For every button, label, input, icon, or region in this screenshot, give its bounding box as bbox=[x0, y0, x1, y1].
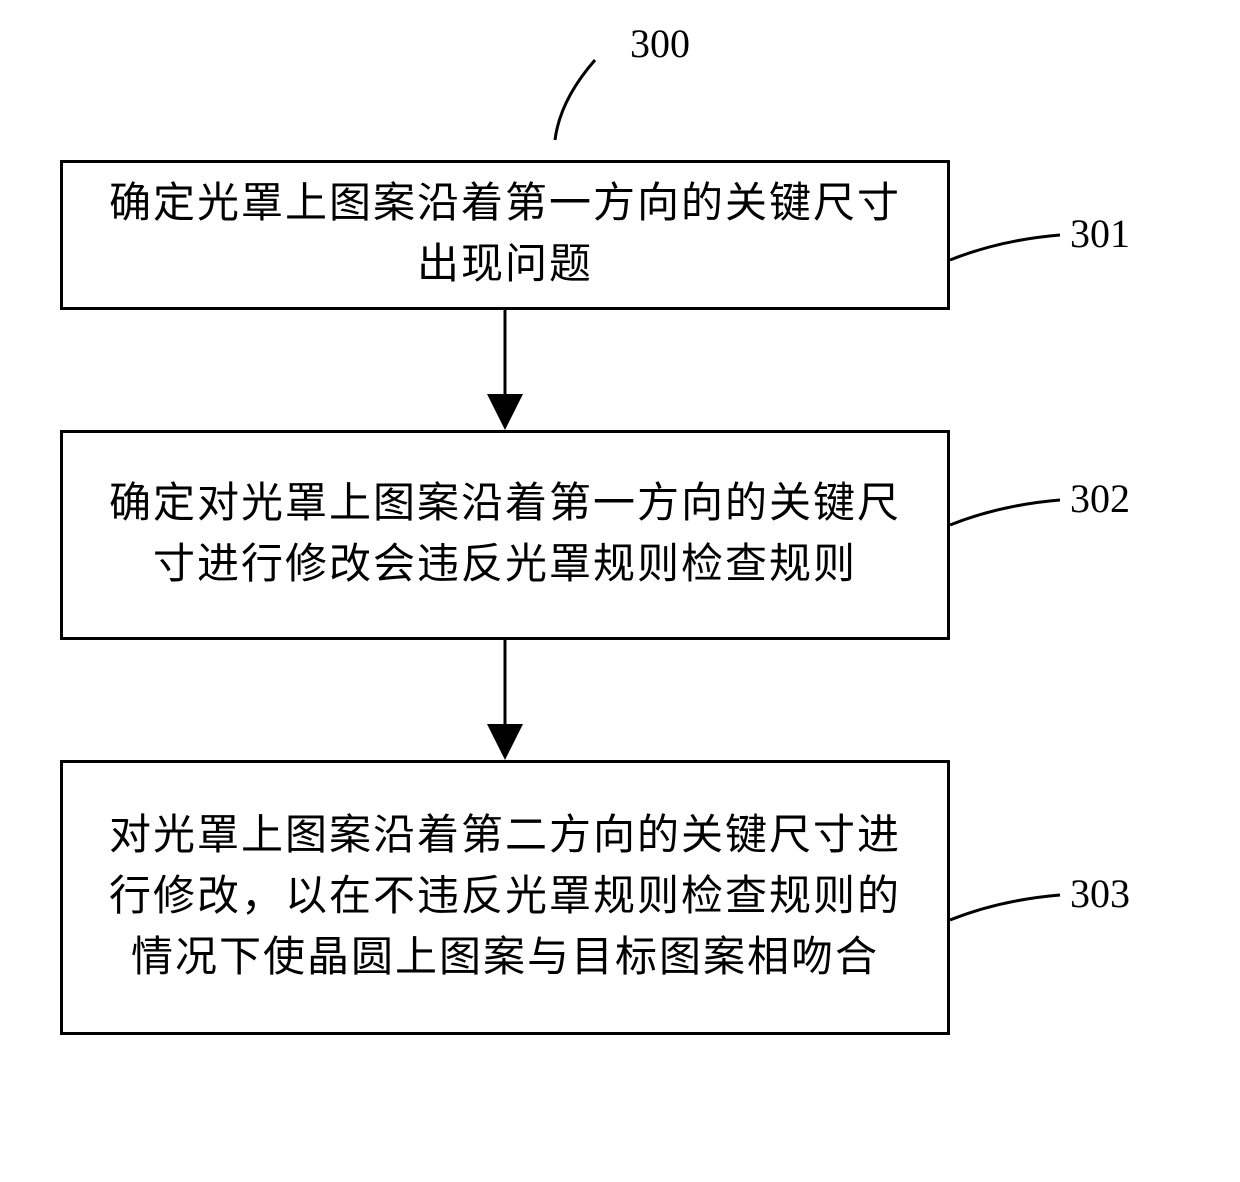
edge-n2-n3 bbox=[0, 0, 1240, 1182]
flowchart-canvas: 300 确定光罩上图案沿着第一方向的关键尺寸出现问题 确定对光罩上图案沿着第一方… bbox=[0, 0, 1240, 1182]
